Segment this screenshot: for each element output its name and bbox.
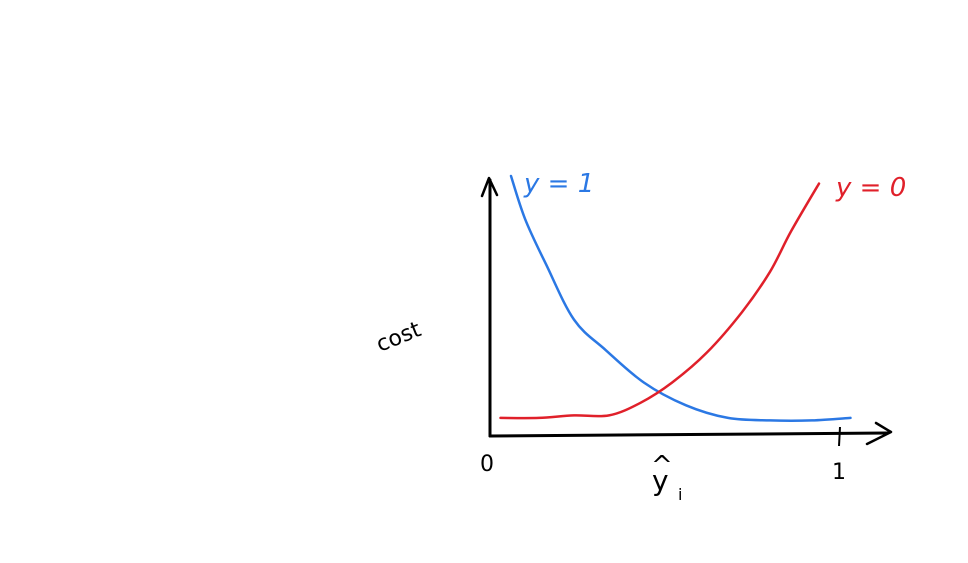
y-axis-label: cost [373, 317, 425, 357]
series-label-y0: y = 0 [835, 173, 906, 203]
y-axis-arrow-icon [480, 176, 499, 198]
x-axis [488, 431, 890, 438]
x-axis-label-sub: i [678, 485, 682, 504]
series-line-y1 [509, 174, 852, 423]
x-axis-label-hat: ^ [651, 451, 673, 481]
x-tick-label-1: 1 [832, 460, 846, 485]
x-axis-label: ^ y i [651, 451, 682, 504]
x-axis-label-main: y [652, 464, 669, 497]
x-axis-arrow-icon [865, 421, 893, 446]
x-tick-label-0: 0 [480, 452, 494, 477]
series-label-y1: y = 1 [523, 169, 594, 199]
x-tick-1-mark [838, 426, 841, 447]
series-line-y0 [499, 182, 821, 420]
